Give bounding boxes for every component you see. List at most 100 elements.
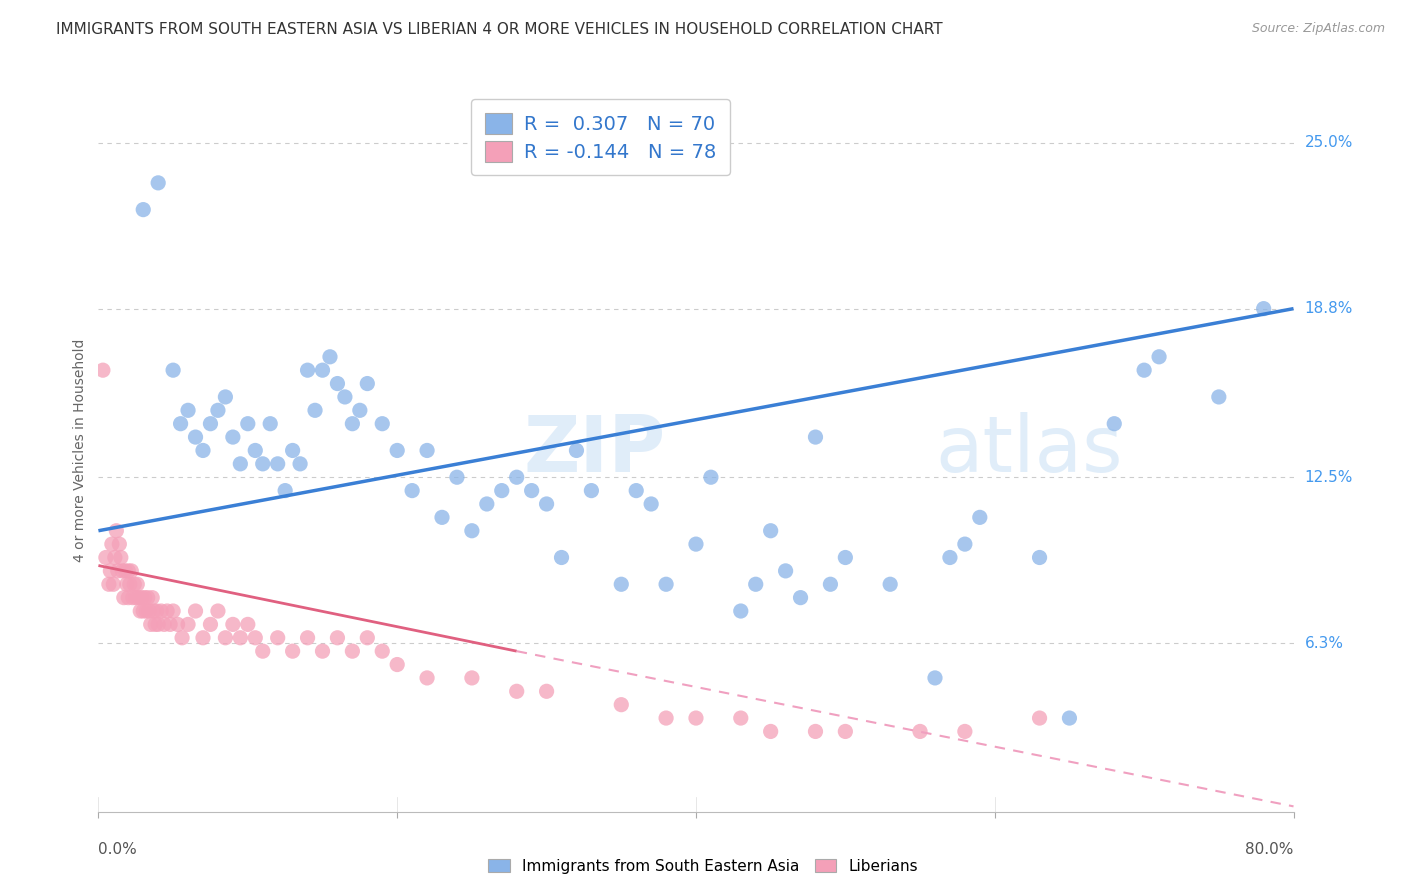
Point xyxy=(105,524,128,538)
Point xyxy=(134,591,156,605)
Point xyxy=(536,497,558,511)
Point xyxy=(304,403,326,417)
Point xyxy=(156,604,179,618)
Point xyxy=(191,631,214,645)
Point xyxy=(506,470,529,484)
Point xyxy=(236,617,259,632)
Point xyxy=(177,403,200,417)
Point xyxy=(311,363,333,377)
Point xyxy=(446,470,468,484)
Point xyxy=(461,671,484,685)
Point xyxy=(804,430,827,444)
Point xyxy=(117,591,139,605)
Text: 80.0%: 80.0% xyxy=(1246,842,1294,857)
Point xyxy=(820,577,842,591)
Point xyxy=(94,550,117,565)
Point xyxy=(319,350,342,364)
Point xyxy=(120,564,142,578)
Point xyxy=(139,617,162,632)
Point xyxy=(222,617,245,632)
Point xyxy=(148,617,170,632)
Point xyxy=(416,443,439,458)
Point xyxy=(281,644,304,658)
Point xyxy=(162,363,184,377)
Text: ZIP: ZIP xyxy=(524,412,666,489)
Point xyxy=(356,376,378,391)
Point xyxy=(461,524,484,538)
Point xyxy=(191,443,214,458)
Point xyxy=(136,591,159,605)
Point xyxy=(121,591,143,605)
Point xyxy=(98,564,122,578)
Point xyxy=(685,711,707,725)
Point xyxy=(132,604,155,618)
Point xyxy=(924,671,946,685)
Point xyxy=(745,577,768,591)
Point xyxy=(326,631,349,645)
Point xyxy=(1104,417,1126,431)
Point xyxy=(520,483,543,498)
Point xyxy=(349,403,371,417)
Point xyxy=(759,524,782,538)
Point xyxy=(127,577,149,591)
Point xyxy=(1133,363,1156,377)
Point xyxy=(148,176,170,190)
Point xyxy=(111,564,134,578)
Text: atlas: atlas xyxy=(935,412,1122,489)
Point xyxy=(162,604,184,618)
Point xyxy=(177,617,200,632)
Point xyxy=(207,604,229,618)
Point xyxy=(342,644,364,658)
Legend: Immigrants from South Eastern Asia, Liberians: Immigrants from South Eastern Asia, Libe… xyxy=(482,853,924,880)
Point xyxy=(118,577,141,591)
Point xyxy=(112,591,135,605)
Point xyxy=(114,564,136,578)
Point xyxy=(200,417,222,431)
Point xyxy=(236,417,259,431)
Text: IMMIGRANTS FROM SOUTH EASTERN ASIA VS LIBERIAN 4 OR MORE VEHICLES IN HOUSEHOLD C: IMMIGRANTS FROM SOUTH EASTERN ASIA VS LI… xyxy=(56,22,943,37)
Point xyxy=(297,631,319,645)
Point xyxy=(333,390,356,404)
Point xyxy=(128,591,150,605)
Point xyxy=(207,403,229,417)
Point xyxy=(141,591,163,605)
Point xyxy=(117,564,139,578)
Point xyxy=(401,483,423,498)
Point xyxy=(115,577,138,591)
Point xyxy=(124,577,146,591)
Text: 18.8%: 18.8% xyxy=(1305,301,1353,316)
Point xyxy=(953,537,976,551)
Point xyxy=(135,604,157,618)
Point xyxy=(214,390,236,404)
Point xyxy=(475,497,498,511)
Point xyxy=(132,202,155,217)
Point xyxy=(685,537,707,551)
Point xyxy=(536,684,558,698)
Point xyxy=(159,617,181,632)
Point xyxy=(759,724,782,739)
Point xyxy=(371,417,394,431)
Point xyxy=(953,724,976,739)
Point xyxy=(274,483,297,498)
Point xyxy=(103,577,125,591)
Point xyxy=(834,550,856,565)
Point xyxy=(804,724,827,739)
Point xyxy=(200,617,222,632)
Y-axis label: 4 or more Vehicles in Household: 4 or more Vehicles in Household xyxy=(73,339,87,562)
Point xyxy=(101,537,124,551)
Point xyxy=(252,644,274,658)
Point xyxy=(107,564,129,578)
Point xyxy=(214,631,236,645)
Point xyxy=(655,711,678,725)
Point xyxy=(131,591,153,605)
Point xyxy=(252,457,274,471)
Point xyxy=(326,376,349,391)
Point xyxy=(700,470,723,484)
Point xyxy=(789,591,811,605)
Point xyxy=(385,657,409,672)
Point xyxy=(110,550,132,565)
Point xyxy=(356,631,378,645)
Point xyxy=(610,698,633,712)
Point xyxy=(143,617,166,632)
Point xyxy=(172,631,194,645)
